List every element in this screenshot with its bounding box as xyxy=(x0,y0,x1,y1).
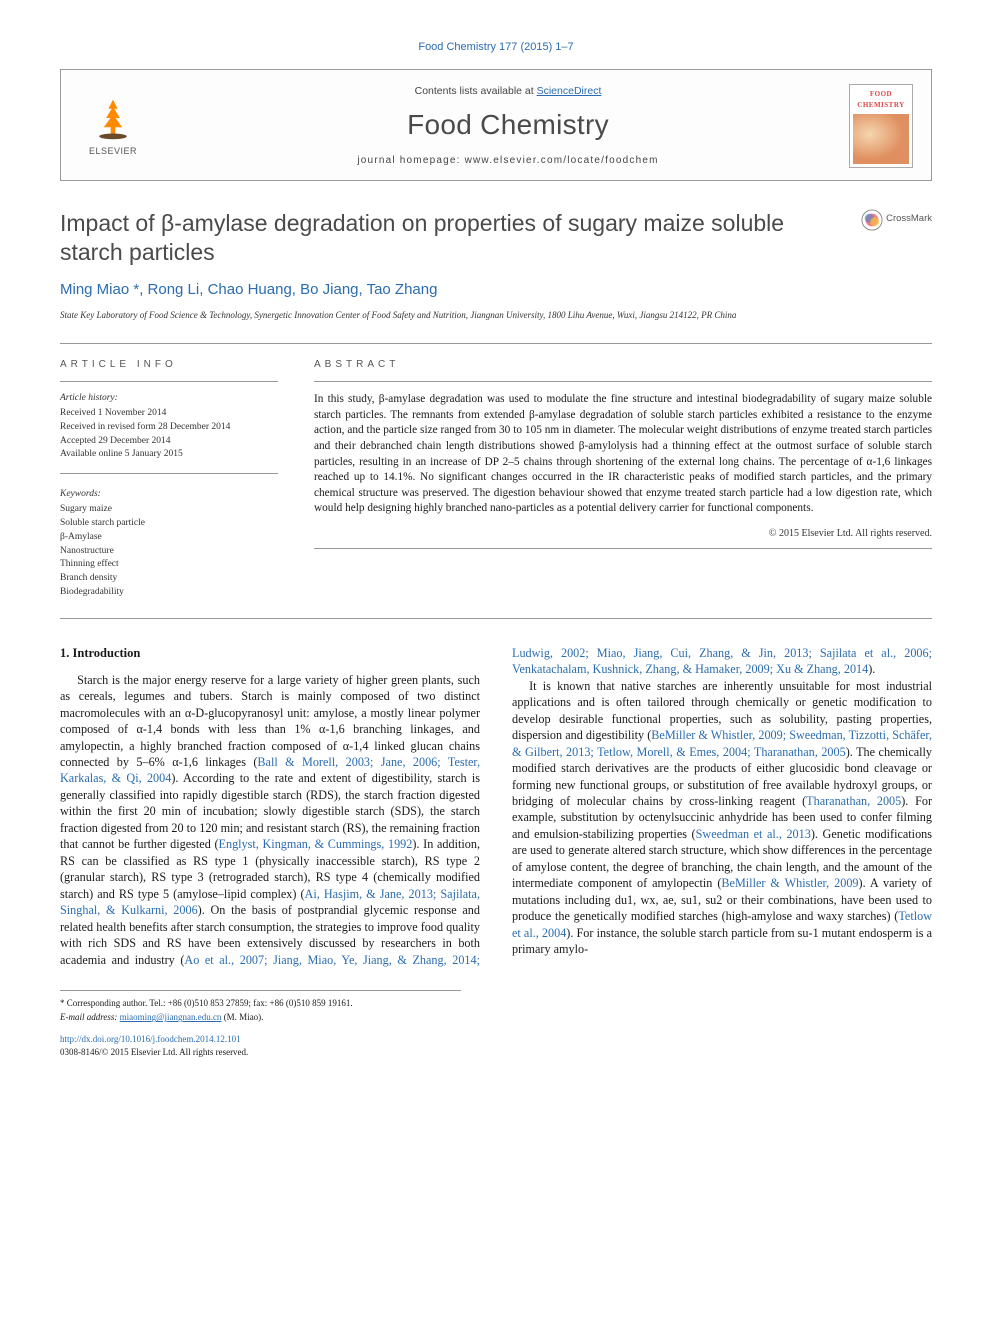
crossmark-label: CrossMark xyxy=(886,213,932,226)
citation-link[interactable]: Tharanathan, 2005 xyxy=(806,794,901,808)
issn-copyright-line: 0308-8146/© 2015 Elsevier Ltd. All right… xyxy=(60,1047,248,1057)
publisher-logo: ELSEVIER xyxy=(79,86,147,166)
author-email-link[interactable]: miaoming@jiangnan.edu.cn xyxy=(120,1012,222,1022)
divider xyxy=(60,473,278,474)
history-item: Accepted 29 December 2014 xyxy=(60,435,278,448)
cover-label-top: FOOD xyxy=(870,90,892,99)
citation-link[interactable]: Englyst, Kingman, & Cummings, 1992 xyxy=(219,837,413,851)
homepage-line: journal homepage: www.elsevier.com/locat… xyxy=(167,154,849,168)
article-title: Impact of β-amylase degradation on prope… xyxy=(60,209,800,267)
text-span: ). xyxy=(868,662,875,676)
divider xyxy=(60,343,932,344)
email-line: E-mail address: miaoming@jiangnan.edu.cn… xyxy=(60,1011,461,1023)
footer-meta: http://dx.doi.org/10.1016/j.foodchem.201… xyxy=(60,1033,932,1057)
history-item: Received in revised form 28 December 201… xyxy=(60,421,278,434)
crossmark-icon xyxy=(861,209,883,231)
divider xyxy=(314,548,932,549)
section-heading-intro: 1. Introduction xyxy=(60,645,480,662)
keyword: Biodegradability xyxy=(60,586,278,599)
authors-line: Ming Miao *, Rong Li, Chao Huang, Bo Jia… xyxy=(60,280,932,300)
email-attribution: (M. Miao). xyxy=(221,1012,263,1022)
corresponding-author-note: * Corresponding author. Tel.: +86 (0)510… xyxy=(60,997,461,1009)
journal-name: Food Chemistry xyxy=(167,106,849,144)
keyword: Soluble starch particle xyxy=(60,517,278,530)
sciencedirect-link[interactable]: ScienceDirect xyxy=(537,85,602,97)
abstract-heading: ABSTRACT xyxy=(314,358,932,372)
keyword: Sugary maize xyxy=(60,503,278,516)
abstract-text: In this study, β-amylase degradation was… xyxy=(314,392,932,517)
keyword: Thinning effect xyxy=(60,558,278,571)
elsevier-tree-icon xyxy=(90,95,136,141)
citation-header: Food Chemistry 177 (2015) 1–7 xyxy=(60,40,932,55)
text-span: ). For instance, the soluble starch part… xyxy=(512,926,932,956)
divider xyxy=(60,618,932,619)
abstract-copyright: © 2015 Elsevier Ltd. All rights reserved… xyxy=(314,527,932,541)
divider xyxy=(60,381,278,382)
journal-header: ELSEVIER Contents lists available at Sci… xyxy=(60,69,932,181)
homepage-url[interactable]: www.elsevier.com/locate/foodchem xyxy=(465,155,659,166)
publisher-name: ELSEVIER xyxy=(89,145,137,157)
keyword: Nanostructure xyxy=(60,545,278,558)
keyword: β-Amylase xyxy=(60,531,278,544)
article-info-heading: ARTICLE INFO xyxy=(60,358,278,372)
history-item: Received 1 November 2014 xyxy=(60,407,278,420)
history-label: Article history: xyxy=(60,392,278,405)
contents-prefix: Contents lists available at xyxy=(415,85,537,97)
citation-link[interactable]: Sweedman et al., 2013 xyxy=(696,827,811,841)
doi-link[interactable]: http://dx.doi.org/10.1016/j.foodchem.201… xyxy=(60,1034,241,1044)
journal-cover-thumbnail: FOOD CHEMISTRY xyxy=(849,84,913,168)
footnotes: * Corresponding author. Tel.: +86 (0)510… xyxy=(60,990,461,1023)
email-label: E-mail address: xyxy=(60,1012,120,1022)
body-text: 1. Introduction Starch is the major ener… xyxy=(60,645,932,968)
citation-link[interactable]: BeMiller & Whistler, 2009 xyxy=(721,876,858,890)
crossmark-badge[interactable]: CrossMark xyxy=(861,209,932,231)
contents-line: Contents lists available at ScienceDirec… xyxy=(167,84,849,98)
divider xyxy=(314,381,932,382)
homepage-prefix: journal homepage: xyxy=(357,155,464,166)
abstract-column: ABSTRACT In this study, β-amylase degrad… xyxy=(314,358,932,600)
affiliation: State Key Laboratory of Food Science & T… xyxy=(60,309,932,321)
cover-label-bottom: CHEMISTRY xyxy=(857,101,904,110)
history-item: Available online 5 January 2015 xyxy=(60,448,278,461)
keywords-label: Keywords: xyxy=(60,488,278,501)
keyword: Branch density xyxy=(60,572,278,585)
article-info-column: ARTICLE INFO Article history: Received 1… xyxy=(60,358,278,600)
intro-paragraph-2: It is known that native starches are inh… xyxy=(512,678,932,958)
